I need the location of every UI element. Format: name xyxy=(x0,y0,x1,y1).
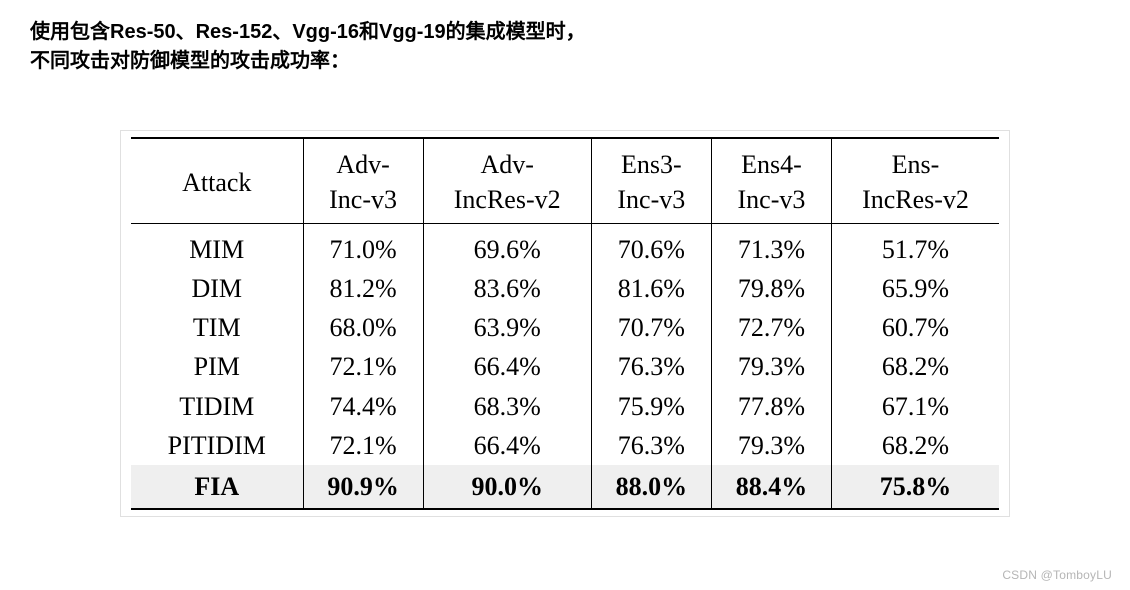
value-cell: 76.3% xyxy=(591,347,711,386)
value-cell: 88.0% xyxy=(591,465,711,509)
value-cell: 74.4% xyxy=(303,387,423,426)
col-header-label: Attack xyxy=(182,168,251,197)
attack-cell: TIDIM xyxy=(131,387,303,426)
attack-cell: PIM xyxy=(131,347,303,386)
value-cell: 65.9% xyxy=(832,269,1000,308)
value-cell: 72.7% xyxy=(711,308,831,347)
value-cell: 72.1% xyxy=(303,347,423,386)
value-cell: 68.2% xyxy=(832,426,1000,465)
table-row: TIM68.0%63.9%70.7%72.7%60.7% xyxy=(131,308,999,347)
watermark: CSDN @TomboyLU xyxy=(1002,568,1112,582)
table-row: PIM72.1%66.4%76.3%79.3%68.2% xyxy=(131,347,999,386)
col-header-line1: Ens4- xyxy=(741,150,802,179)
attack-cell: PITIDIM xyxy=(131,426,303,465)
value-cell: 81.6% xyxy=(591,269,711,308)
col-header-adv-incv3: Adv- Inc-v3 xyxy=(303,138,423,224)
value-cell: 68.3% xyxy=(423,387,591,426)
value-cell: 63.9% xyxy=(423,308,591,347)
value-cell: 81.2% xyxy=(303,269,423,308)
col-header-adv-incresv2: Adv- IncRes-v2 xyxy=(423,138,591,224)
attack-cell: MIM xyxy=(131,224,303,270)
value-cell: 68.0% xyxy=(303,308,423,347)
attack-cell: TIM xyxy=(131,308,303,347)
value-cell: 51.7% xyxy=(832,224,1000,270)
value-cell: 90.0% xyxy=(423,465,591,509)
table-row: DIM81.2%83.6%81.6%79.8%65.9% xyxy=(131,269,999,308)
col-header-line1: Adv- xyxy=(480,150,533,179)
value-cell: 79.3% xyxy=(711,426,831,465)
value-cell: 71.3% xyxy=(711,224,831,270)
value-cell: 70.7% xyxy=(591,308,711,347)
col-header-line1: Ens- xyxy=(892,150,940,179)
col-header-line2: Inc-v3 xyxy=(329,185,397,214)
table-head: Attack Adv- Inc-v3 Adv- IncRes-v2 Ens3- … xyxy=(131,138,999,224)
table-row: FIA90.9%90.0%88.0%88.4%75.8% xyxy=(131,465,999,509)
page-title: 使用包含Res-50、Res-152、Vgg-16和Vgg-19的集成模型时，不… xyxy=(30,18,590,76)
value-cell: 66.4% xyxy=(423,347,591,386)
table-body: MIM71.0%69.6%70.6%71.3%51.7%DIM81.2%83.6… xyxy=(131,224,999,509)
value-cell: 88.4% xyxy=(711,465,831,509)
value-cell: 79.3% xyxy=(711,347,831,386)
value-cell: 69.6% xyxy=(423,224,591,270)
value-cell: 71.0% xyxy=(303,224,423,270)
value-cell: 90.9% xyxy=(303,465,423,509)
value-cell: 76.3% xyxy=(591,426,711,465)
table-row: TIDIM74.4%68.3%75.9%77.8%67.1% xyxy=(131,387,999,426)
value-cell: 66.4% xyxy=(423,426,591,465)
col-header-line2: IncRes-v2 xyxy=(862,185,969,214)
results-table-container: Attack Adv- Inc-v3 Adv- IncRes-v2 Ens3- … xyxy=(120,130,1010,517)
value-cell: 75.9% xyxy=(591,387,711,426)
value-cell: 83.6% xyxy=(423,269,591,308)
attack-cell: DIM xyxy=(131,269,303,308)
col-header-line2: Inc-v3 xyxy=(738,185,806,214)
table-row: PITIDIM72.1%66.4%76.3%79.3%68.2% xyxy=(131,426,999,465)
col-header-line2: Inc-v3 xyxy=(617,185,685,214)
value-cell: 79.8% xyxy=(711,269,831,308)
col-header-line2: IncRes-v2 xyxy=(454,185,561,214)
col-header-ens4-incv3: Ens4- Inc-v3 xyxy=(711,138,831,224)
value-cell: 67.1% xyxy=(832,387,1000,426)
results-table: Attack Adv- Inc-v3 Adv- IncRes-v2 Ens3- … xyxy=(131,137,999,510)
table-row: MIM71.0%69.6%70.6%71.3%51.7% xyxy=(131,224,999,270)
col-header-line1: Ens3- xyxy=(621,150,682,179)
col-header-attack: Attack xyxy=(131,138,303,224)
attack-cell: FIA xyxy=(131,465,303,509)
table-header-row: Attack Adv- Inc-v3 Adv- IncRes-v2 Ens3- … xyxy=(131,138,999,224)
col-header-ens3-incv3: Ens3- Inc-v3 xyxy=(591,138,711,224)
value-cell: 72.1% xyxy=(303,426,423,465)
value-cell: 77.8% xyxy=(711,387,831,426)
col-header-line1: Adv- xyxy=(336,150,389,179)
value-cell: 75.8% xyxy=(832,465,1000,509)
value-cell: 70.6% xyxy=(591,224,711,270)
value-cell: 68.2% xyxy=(832,347,1000,386)
value-cell: 60.7% xyxy=(832,308,1000,347)
col-header-ens-incresv2: Ens- IncRes-v2 xyxy=(832,138,1000,224)
